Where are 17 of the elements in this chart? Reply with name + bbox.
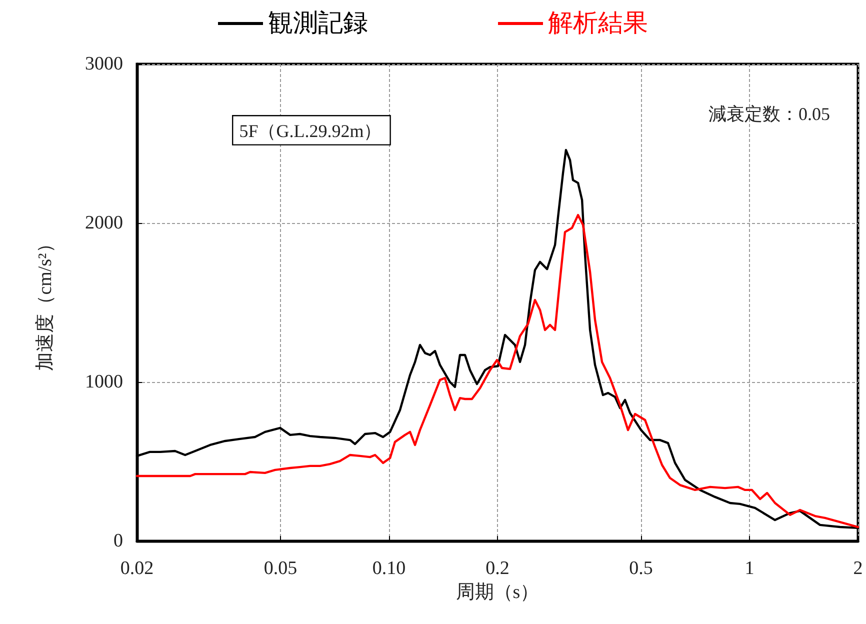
annotation: 減衰定数：0.05 (708, 104, 830, 124)
legend-label: 解析結果 (548, 10, 648, 37)
legend-label: 観測記録 (268, 10, 368, 37)
x-tick-label: 1 (744, 558, 754, 579)
annotation: 5F（G.L.29.92m） (239, 121, 382, 142)
x-tick-label: 0.5 (629, 558, 653, 579)
y-tick-label: 0 (114, 530, 123, 552)
x-tick-label: 0.02 (120, 558, 154, 579)
x-tick-label: 0.2 (486, 558, 510, 579)
y-axis-title: 加速度（cm/s²） (34, 234, 56, 371)
y-tick-label: 2000 (85, 212, 123, 234)
x-tick-label: 0.10 (372, 558, 406, 579)
x-tick-label: 0.05 (264, 558, 298, 579)
x-axis-title: 周期（s） (456, 582, 540, 603)
y-tick-label: 1000 (85, 372, 123, 392)
y-tick-label: 3000 (85, 54, 123, 74)
x-tick-label: 2 (853, 558, 863, 579)
